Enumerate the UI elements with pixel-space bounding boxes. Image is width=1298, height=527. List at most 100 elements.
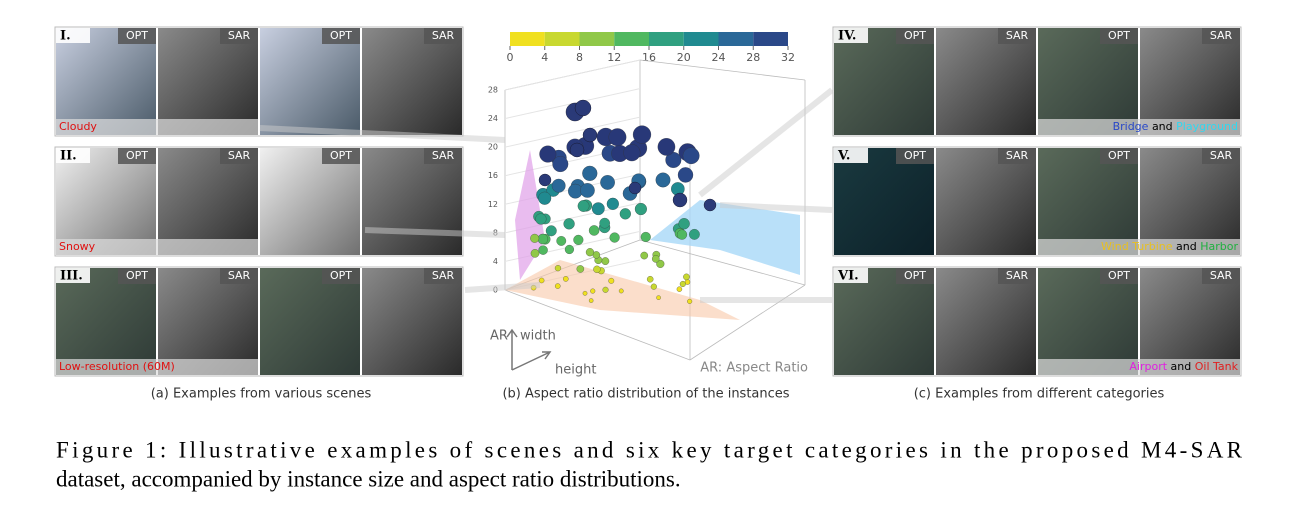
z-grid-line	[504, 59, 641, 91]
bubble	[530, 233, 540, 243]
bubble	[608, 128, 627, 147]
bubble	[618, 288, 624, 294]
tile-tag	[220, 28, 258, 44]
row-frame	[54, 26, 464, 137]
bubble	[619, 208, 631, 220]
bubble	[535, 213, 547, 225]
tile-tag-text: SAR	[1210, 149, 1233, 162]
scene-label: Cloudy	[59, 120, 97, 133]
bubble	[574, 99, 592, 117]
tile-tag-text: OPT	[330, 269, 352, 282]
image-tile	[1140, 148, 1240, 255]
figure-caption: Figure 1: Illustrative examples of scene…	[56, 437, 1243, 462]
tile-tag	[896, 268, 934, 284]
bubble	[676, 286, 683, 292]
image-tile	[834, 268, 934, 375]
bubble	[609, 232, 620, 243]
bubble	[563, 218, 575, 230]
bubble	[593, 265, 601, 273]
tile-tag	[998, 28, 1036, 44]
axis-arrows	[506, 328, 552, 371]
colorbar-tick-label: 4	[541, 51, 548, 64]
plot-box-edge	[639, 239, 806, 286]
image-tile	[936, 268, 1036, 375]
bubble	[573, 234, 584, 245]
bubble	[563, 276, 569, 282]
tile-tag-text: OPT	[1108, 149, 1130, 162]
bubble	[632, 125, 652, 144]
colorbar-segment	[649, 32, 684, 46]
tile-tag	[1202, 148, 1240, 164]
z-tick-label: 24	[488, 114, 498, 123]
bubble	[554, 283, 561, 289]
scene-label: Snowy	[59, 240, 96, 253]
label-band	[56, 239, 258, 255]
tile-tag-text: SAR	[228, 149, 251, 162]
bubble	[582, 165, 598, 181]
label-band	[56, 359, 258, 375]
bubble	[538, 173, 552, 187]
label-band	[1038, 239, 1240, 255]
label-band	[1038, 359, 1240, 375]
bubble	[591, 202, 605, 216]
tile-tag-text: SAR	[1006, 149, 1029, 162]
tile-tag-text: OPT	[904, 269, 926, 282]
image-tile	[362, 28, 462, 135]
tile-tag	[896, 148, 934, 164]
row-numeral: III.	[60, 269, 83, 284]
colorbar-tick-label: 32	[781, 51, 795, 64]
bubble	[569, 142, 585, 158]
image-tile	[158, 268, 258, 375]
bubble	[590, 288, 596, 294]
tile-tag	[118, 268, 156, 284]
bubble	[608, 277, 615, 284]
tile-tag-text: OPT	[126, 269, 148, 282]
bubble	[552, 156, 569, 173]
bubble	[623, 144, 641, 162]
bubble	[683, 273, 690, 281]
label-band	[56, 119, 258, 135]
image-tile	[1038, 28, 1138, 135]
tile-tag	[118, 148, 156, 164]
row-frame	[832, 26, 1242, 137]
tile-tag-text: SAR	[228, 29, 251, 42]
tile-tag-text: OPT	[126, 149, 148, 162]
numeral-box	[56, 148, 90, 163]
tile-tag-text: SAR	[432, 269, 455, 282]
image-tile	[936, 148, 1036, 255]
axis-legend: AR: Aspect Ratio	[700, 361, 808, 376]
tile-tag	[1202, 28, 1240, 44]
plot-box-edge	[639, 59, 806, 81]
bubble	[554, 265, 562, 272]
image-tile	[362, 148, 462, 255]
row-numeral: I.	[60, 29, 71, 44]
bubble	[677, 167, 694, 183]
z-tick-label: 28	[488, 86, 498, 95]
z-tick-label: 16	[488, 171, 498, 180]
bubble	[656, 259, 665, 268]
bubble	[538, 191, 552, 205]
bubble	[600, 175, 615, 190]
z-tick-label: 4	[493, 257, 498, 266]
colorbar-tick-label: 28	[746, 51, 760, 64]
scatter-cloud	[650, 200, 800, 275]
bubble	[657, 138, 676, 156]
connector	[698, 87, 834, 198]
z-grid-line	[504, 116, 641, 148]
bubble	[678, 218, 690, 230]
row-frame	[832, 266, 1242, 377]
colorbar-segment	[683, 32, 719, 46]
image-tile	[260, 148, 360, 255]
bubble	[585, 248, 595, 257]
bubble	[652, 255, 660, 263]
tile-tag-text: SAR	[1210, 29, 1233, 42]
tile-tag-text: OPT	[330, 149, 352, 162]
bubble	[588, 298, 594, 303]
bubble	[537, 233, 549, 245]
connector	[259, 125, 506, 143]
image-tile	[1038, 268, 1138, 375]
tile-tag	[322, 268, 360, 284]
category-label-part: Airport	[1129, 360, 1167, 373]
bubble	[682, 147, 700, 165]
z-tick-label: 20	[488, 143, 498, 152]
